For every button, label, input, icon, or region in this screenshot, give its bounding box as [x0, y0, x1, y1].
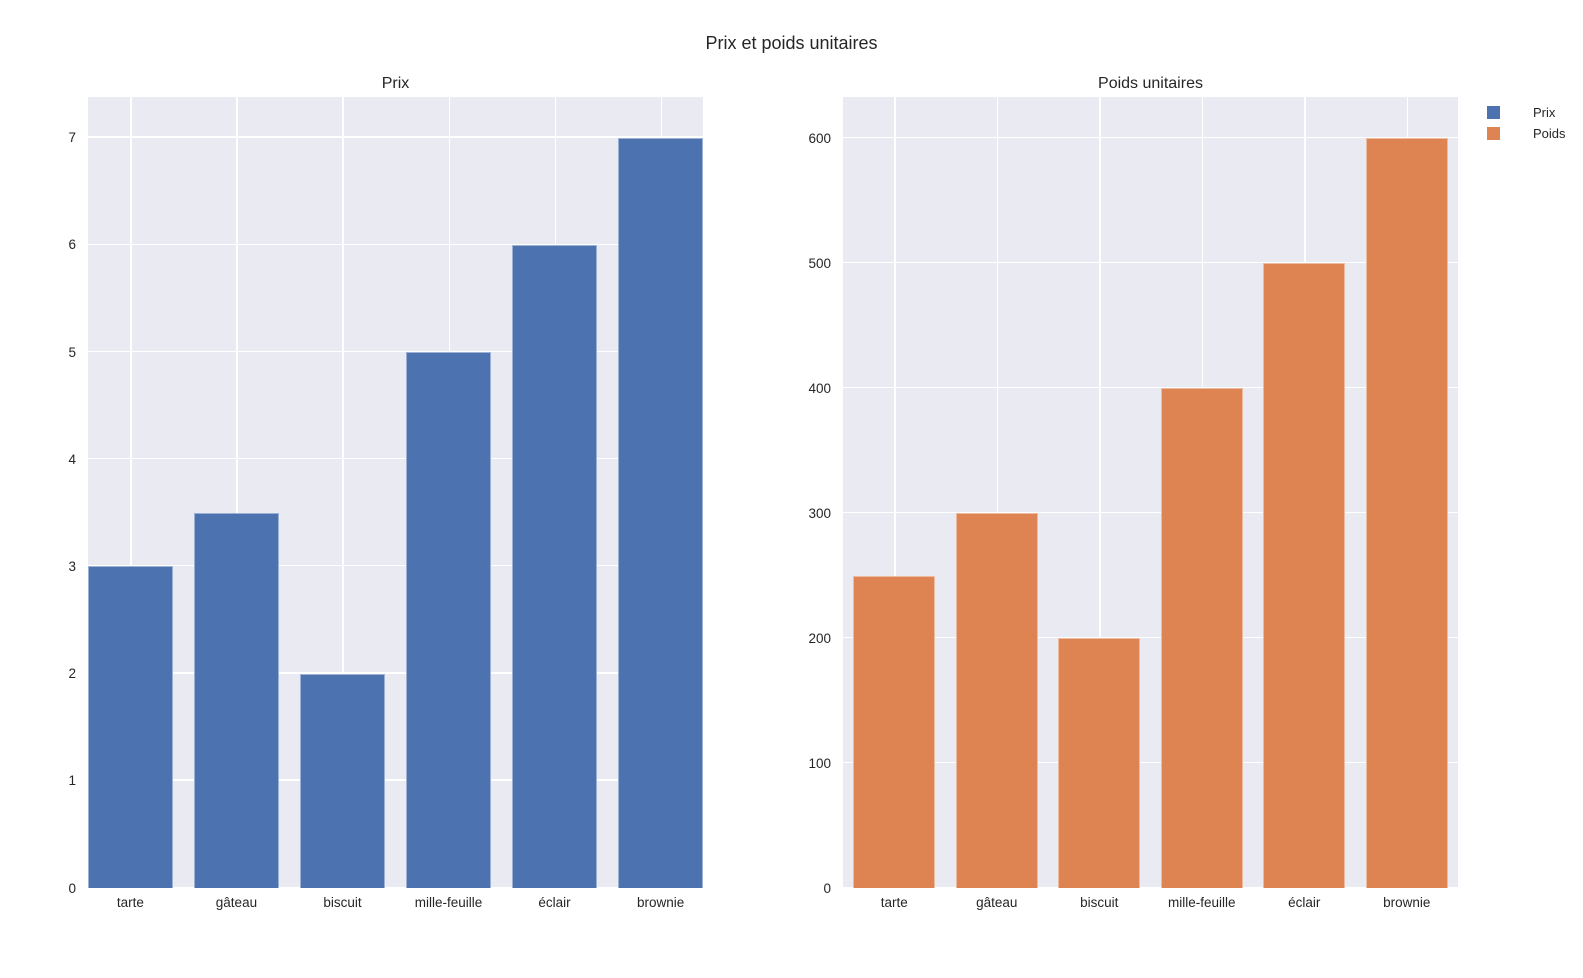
gridline-vertical — [236, 97, 238, 888]
x-tick-label: tarte — [880, 895, 908, 910]
y-tick-label: 1 — [68, 773, 76, 789]
chart-poids-title: Poids unitaires — [1098, 75, 1203, 92]
y-tick-label: 2 — [68, 665, 76, 681]
y-tick-label: 0 — [68, 880, 76, 896]
x-tick-label: brownie — [636, 895, 685, 910]
plot-area-poids — [843, 97, 1458, 888]
gridline-horizontal — [88, 779, 703, 781]
chart-poids: Poids unitaires 0 100 200 300 400 500 600 tarte… — [808, 76, 1458, 909]
x-tick-label: brownie — [1383, 895, 1431, 910]
gridline-vertical — [342, 97, 344, 888]
legend-item-poids: Poids — [1487, 127, 1566, 140]
gridline-horizontal — [843, 511, 1458, 514]
y-tick-label: 7 — [68, 129, 76, 145]
bar-mille-feuille — [406, 352, 491, 888]
gridline-horizontal — [88, 350, 703, 353]
y-tick-label: 200 — [808, 630, 831, 646]
y-tick-label: 500 — [808, 255, 831, 271]
gridline-vertical — [894, 97, 896, 888]
gridline-horizontal — [843, 886, 1458, 888]
gridline-horizontal — [88, 672, 703, 674]
gridline-vertical — [996, 97, 999, 888]
bar-mille-feuille — [1160, 388, 1243, 888]
bar-tarte — [88, 566, 173, 888]
x-tick-label: biscuit — [323, 895, 362, 910]
y-tick-label: 300 — [808, 505, 831, 521]
x-tick-label: tarte — [116, 895, 144, 910]
gridline-horizontal — [843, 136, 1458, 139]
legend-swatch-poids — [1487, 127, 1500, 140]
x-tick-label: éclair — [538, 895, 571, 910]
bar-brownie — [1365, 138, 1448, 888]
plot-area-prix — [88, 97, 703, 888]
gridline-horizontal — [88, 565, 703, 567]
x-tick-label: mille-feuille — [414, 895, 483, 910]
bar-éclair — [512, 244, 597, 888]
x-tick-label: éclair — [1288, 895, 1321, 910]
bar-tarte — [853, 575, 936, 888]
y-tick-label: 400 — [808, 380, 831, 396]
gridline-horizontal — [843, 386, 1458, 389]
y-tick-label: 4 — [68, 451, 76, 467]
bar-gâteau — [955, 513, 1038, 888]
y-tick-label: 0 — [823, 880, 831, 896]
y-tick-label: 600 — [808, 130, 831, 146]
gridline-horizontal — [843, 761, 1458, 764]
gridline-vertical — [1099, 97, 1101, 888]
x-tick-label: mille-feuille — [1167, 895, 1236, 910]
x-tick-label: biscuit — [1080, 895, 1119, 910]
gridline-horizontal — [88, 243, 703, 245]
y-tick-label: 3 — [68, 558, 76, 574]
gridline-vertical — [130, 97, 132, 888]
legend: Prix Poids — [1487, 106, 1566, 148]
gridline-horizontal — [88, 457, 703, 460]
legend-swatch-prix — [1487, 106, 1500, 119]
gridline-horizontal — [843, 636, 1458, 639]
x-tick-label: gâteau — [215, 895, 258, 910]
bar-brownie — [618, 137, 703, 888]
gridline-horizontal — [88, 136, 703, 138]
bar-éclair — [1263, 263, 1346, 888]
figure-title: Prix et poids unitaires — [705, 33, 878, 53]
y-tick-label: 6 — [68, 237, 76, 253]
bar-gâteau — [194, 512, 279, 888]
x-tick-label: gâteau — [976, 895, 1018, 910]
gridline-horizontal — [88, 886, 703, 888]
bar-biscuit — [1058, 638, 1141, 888]
legend-label-prix: Prix — [1533, 105, 1556, 120]
y-tick-label: 100 — [808, 755, 831, 771]
chart-prix: Prix 0 1 2 3 4 5 6 7 tarte gâteau biscuit mille-feu… — [68, 76, 703, 909]
legend-label-poids: Poids — [1533, 126, 1566, 141]
y-tick-label: 5 — [68, 344, 76, 360]
bar-biscuit — [300, 673, 385, 888]
gridline-horizontal — [843, 261, 1458, 264]
legend-item-prix: Prix — [1487, 106, 1566, 119]
chart-prix-title: Prix — [381, 75, 410, 92]
